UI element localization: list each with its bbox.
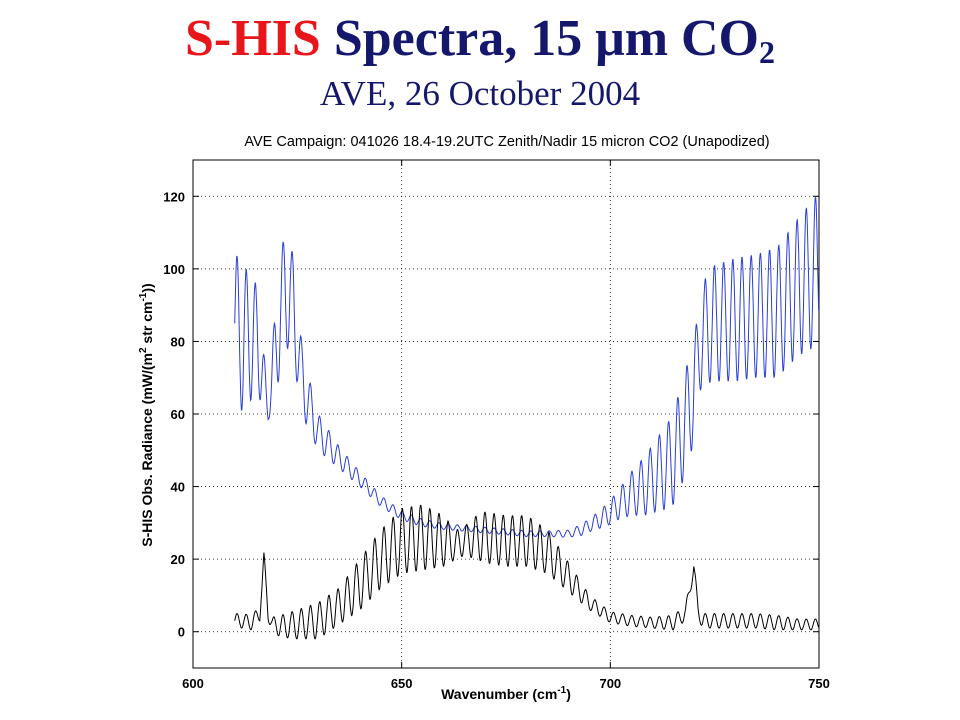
y-tick-label: 0 — [178, 625, 185, 640]
x-tick-label: 700 — [599, 676, 621, 691]
slide-title-main: Spectra, 15 μm CO — [333, 10, 760, 67]
slide-title: S-HIS Spectra, 15 μm CO2 — [0, 8, 960, 70]
tick-labels: 600 650 700 750 0 20 40 60 80 100 120 — [163, 189, 830, 691]
axis-ticks — [192, 160, 820, 668]
y-tick-label: 120 — [163, 189, 185, 204]
x-tick-label: 750 — [808, 676, 830, 691]
series-lower-line — [234, 504, 820, 640]
chart-title: AVE Campaign: 041026 18.4-19.2UTC Zenith… — [244, 134, 769, 150]
x-tick-label: 600 — [182, 676, 204, 691]
y-tick-label: 80 — [171, 334, 185, 349]
series-upper-line — [234, 196, 820, 538]
y-tick-label: 100 — [163, 262, 185, 277]
y-tick-label: 20 — [171, 552, 185, 567]
slide-subtitle: AVE, 26 October 2004 — [319, 74, 641, 113]
y-tick-label: 40 — [171, 480, 185, 495]
slide-title-instrument: S-HIS — [184, 10, 321, 67]
y-axis-label: S-HIS Obs. Radiance (mW/(m2 str cm-1)) — [138, 283, 155, 546]
slide-title-rest: Spectra, 15 μm CO2 — [333, 10, 776, 70]
x-axis-label: Wavenumber (cm-1) — [441, 685, 571, 702]
slide-title-subscript: 2 — [759, 34, 776, 70]
y-tick-label: 60 — [171, 407, 185, 422]
grid — [193, 160, 819, 668]
x-tick-label: 650 — [391, 676, 413, 691]
